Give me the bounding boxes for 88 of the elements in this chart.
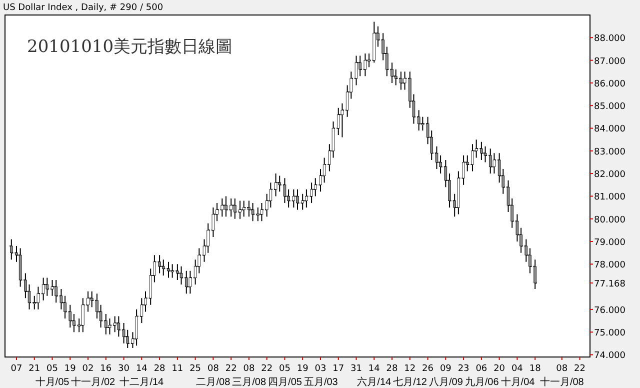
x2-tick-label: 十月/05: [35, 376, 70, 388]
candlestick: [310, 182, 313, 204]
candlestick: [50, 279, 54, 296]
x-tick-label: 26: [422, 364, 434, 374]
candlestick: [108, 318, 112, 335]
x-tick-label: 20: [494, 364, 506, 374]
candlestick: [364, 53, 367, 77]
candlestick: [224, 196, 228, 218]
x-tick-label: 05: [46, 364, 58, 374]
candlestick: [296, 188, 299, 210]
x-tick-label: 08: [243, 364, 255, 374]
x-tick-label: 12: [404, 364, 416, 374]
candlestick: [86, 290, 90, 312]
x-tick-label: 08: [556, 364, 568, 374]
candlestick: [305, 188, 308, 208]
y-tick-label: 87.000: [594, 56, 626, 67]
x-tick-label: 17: [332, 364, 344, 374]
x-tick-label: 14: [136, 364, 148, 374]
x-tick-label: 03: [314, 364, 326, 374]
candlestick: [104, 313, 108, 335]
x2-tick-label: 十月/04: [500, 376, 536, 388]
x-tick-label: 16: [100, 364, 112, 374]
x-tick-label: 07: [10, 364, 22, 374]
candlestick: [167, 261, 170, 278]
y-tick-label: 82.000: [594, 170, 626, 180]
candlestick: [158, 254, 161, 274]
x-tick-label: 25: [190, 364, 202, 374]
y-tick-label: 83.000: [594, 147, 626, 158]
candlestick: [170, 264, 175, 278]
x-tick-label: 21: [28, 364, 40, 374]
x-tick-label: 22: [225, 364, 237, 374]
x2-tick-label: 八月/09: [428, 377, 464, 388]
x-tick-label: 19: [64, 364, 76, 374]
candlestick: [287, 188, 290, 208]
x-tick-label: 04: [511, 364, 524, 374]
y-tick-label: 81.000: [594, 192, 626, 203]
x-tick-label: 18: [529, 364, 542, 374]
candlestick: [462, 154, 465, 186]
x-tick-label: 22: [261, 364, 273, 374]
x-tick-label: 23: [458, 364, 470, 374]
candlestick: [135, 308, 138, 346]
x-tick-label: 08: [207, 364, 220, 374]
candlestick: [400, 71, 402, 90]
x-tick-label: 11: [172, 364, 184, 374]
x-tick-label: 05: [279, 364, 290, 374]
x2-tick-label: 三月/08: [232, 377, 266, 388]
y-tick-label: 84.000: [594, 124, 626, 135]
candlestick: [238, 200, 242, 220]
candlestick: [248, 200, 250, 218]
y-tick-label: 85.000: [594, 102, 626, 112]
x-tick-label: 09: [440, 364, 452, 374]
x-tick-label: 14: [368, 364, 380, 374]
x-tick-label: 06: [476, 364, 488, 374]
x2-tick-label: 九月/06: [464, 376, 500, 388]
candlestick: [24, 272, 27, 299]
candlestick: [358, 55, 362, 77]
candlestick: [251, 202, 254, 222]
x-tick-label: 19: [296, 364, 309, 374]
y-tick-label: 74.000: [594, 351, 626, 362]
y-tick-label: 79.000: [594, 238, 626, 248]
y-tick-label: 76.000: [594, 306, 626, 316]
x2-tick-label: 十一月/02: [71, 376, 116, 388]
x-tick-label: 22: [574, 364, 586, 374]
x2-tick-label: 十二月/14: [120, 376, 164, 388]
x2-tick-label: 二月/08: [196, 377, 231, 388]
candlestick: [54, 279, 58, 304]
y-tick-label: 77.168: [594, 279, 626, 290]
x-tick-label: 28: [154, 364, 166, 374]
x2-tick-label: 十一月/08: [540, 376, 584, 388]
candlestick: [480, 141, 483, 160]
candlestick: [471, 144, 474, 172]
y-tick-label: 88.000: [594, 34, 626, 44]
y-tick-label: 75.000: [594, 328, 626, 339]
x-tick-label: 02: [82, 364, 94, 374]
y-tick-label: 78.000: [594, 260, 626, 271]
x-tick-label: 31: [350, 364, 362, 374]
y-tick-label: 86.000: [594, 79, 626, 90]
x-tick-label: 28: [386, 364, 398, 374]
text: 20101010美元指數日線圖: [27, 37, 233, 57]
x-tick-label: 30: [118, 364, 130, 374]
x2-tick-label: 五月/03: [304, 377, 338, 388]
chart-title: US Dollar Index , Daily, # 290 / 500: [3, 3, 164, 13]
x2-tick-label: 六月/14: [357, 376, 392, 388]
x2-tick-label: 四月/05: [268, 377, 302, 388]
x2-tick-label: 七月/12: [393, 376, 428, 388]
candlestick: [176, 264, 179, 280]
y-tick-label: 80.000: [594, 215, 626, 226]
candlestick: [390, 62, 394, 84]
